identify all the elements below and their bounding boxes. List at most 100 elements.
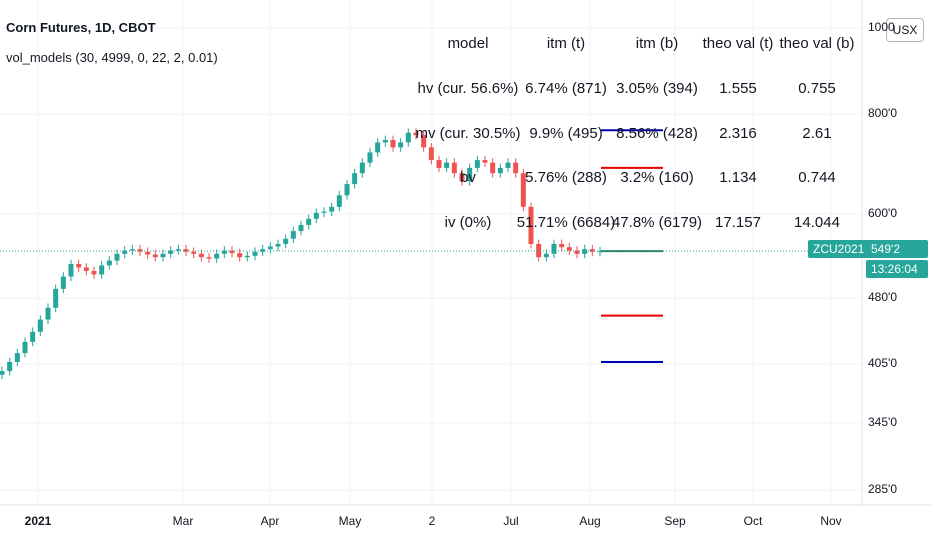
time-tick-label: Jul bbox=[503, 514, 519, 528]
table-header: itm (t) bbox=[546, 35, 586, 52]
candle-body bbox=[405, 132, 411, 143]
candle-body bbox=[37, 319, 43, 332]
candle-body bbox=[344, 184, 350, 196]
candle-body bbox=[421, 135, 427, 148]
price-tick-label: 600'0 bbox=[868, 206, 897, 220]
candle-body bbox=[474, 160, 480, 168]
candle-body bbox=[390, 139, 396, 148]
candle-body bbox=[367, 152, 373, 163]
candle-body bbox=[290, 231, 296, 239]
grid-lines bbox=[0, 0, 862, 505]
candle-body bbox=[53, 288, 59, 308]
table-cell: mv (cur. 30.5%) bbox=[415, 125, 521, 142]
candle-body bbox=[214, 253, 220, 259]
price-tick-label: 1000 bbox=[868, 20, 895, 34]
candle-body bbox=[14, 353, 20, 362]
candle-body bbox=[359, 162, 365, 174]
table-cell: 2.61 bbox=[802, 125, 832, 142]
candle-body bbox=[60, 276, 66, 289]
band-lines bbox=[601, 129, 663, 363]
indicator-title[interactable]: vol_models (30, 4999, 0, 22, 2, 0.01) bbox=[6, 50, 218, 65]
candle-body bbox=[168, 250, 174, 254]
table-cell: 47.8% (6179) bbox=[611, 214, 703, 231]
currency-button[interactable]: USX bbox=[886, 18, 924, 42]
candle-body bbox=[283, 238, 289, 244]
candle-body bbox=[7, 361, 13, 372]
candle-body bbox=[352, 173, 358, 185]
time-tick-label: Nov bbox=[820, 514, 842, 528]
table-cell: 9.9% (495) bbox=[529, 125, 603, 142]
candle-body bbox=[145, 251, 151, 255]
time-tick-label: 2 bbox=[428, 514, 436, 528]
table-header: theo val (b) bbox=[779, 35, 855, 52]
candle-body bbox=[175, 249, 181, 251]
candle-body bbox=[589, 249, 595, 252]
candle-body bbox=[451, 162, 457, 174]
time-tick-label: Apr bbox=[260, 514, 280, 528]
table-header: model bbox=[447, 35, 489, 52]
table-cell: 17.157 bbox=[715, 214, 761, 231]
table-header: itm (b) bbox=[635, 35, 679, 52]
symbol-title[interactable]: Corn Futures, 1D, CBOT bbox=[6, 20, 156, 35]
candle-body bbox=[436, 160, 442, 168]
candle-body bbox=[129, 249, 135, 251]
candle-body bbox=[152, 254, 158, 258]
candle-body bbox=[313, 212, 319, 219]
time-tick-label: May bbox=[338, 514, 362, 528]
price-tick-label: 405'0 bbox=[868, 356, 897, 370]
table-cell: 1.555 bbox=[719, 80, 757, 97]
candle-body bbox=[528, 206, 534, 244]
candle-body bbox=[160, 253, 166, 258]
table-cell: 2.316 bbox=[719, 125, 757, 142]
candle-body bbox=[45, 307, 51, 320]
candle-body bbox=[382, 139, 388, 143]
candle-body bbox=[91, 270, 97, 275]
table-cell: bv bbox=[460, 169, 476, 186]
candle-body bbox=[244, 255, 250, 258]
time-tick-label: Sep bbox=[664, 514, 686, 528]
candle-body bbox=[520, 173, 526, 207]
table-cell: 6.74% (871) bbox=[525, 80, 607, 97]
candle-body bbox=[482, 160, 488, 163]
candle-body bbox=[566, 247, 572, 251]
table-header: theo val (t) bbox=[702, 35, 774, 52]
candle-body bbox=[106, 260, 112, 266]
candle-body bbox=[505, 162, 511, 168]
candle-body bbox=[114, 253, 120, 261]
time-tick-label: 2021 bbox=[24, 514, 52, 528]
candle-body bbox=[597, 251, 603, 253]
time-tick-label: Mar bbox=[172, 514, 194, 528]
candle-body bbox=[497, 167, 503, 174]
candle-body bbox=[68, 263, 74, 277]
candle-body bbox=[30, 331, 36, 342]
candle-body bbox=[229, 250, 235, 254]
table-cell: 3.05% (394) bbox=[616, 80, 698, 97]
candle-body bbox=[490, 162, 496, 174]
candle-body bbox=[428, 147, 434, 161]
price-tick-label: 285'0 bbox=[868, 482, 897, 496]
countdown-label: 13:26:04 bbox=[866, 260, 928, 278]
candle-body bbox=[99, 265, 105, 275]
table-cell: 0.755 bbox=[798, 80, 836, 97]
price-tick-label: 345'0 bbox=[868, 415, 897, 429]
candle-body bbox=[551, 243, 557, 254]
candle-body bbox=[306, 218, 312, 225]
candle-body bbox=[298, 224, 304, 232]
candle-body bbox=[543, 253, 549, 258]
candle-body bbox=[329, 206, 335, 212]
table-cell: iv (0%) bbox=[444, 214, 492, 231]
candle-body bbox=[513, 162, 519, 174]
candle-body bbox=[260, 249, 266, 252]
candle-body bbox=[0, 371, 5, 375]
candle-body bbox=[83, 267, 89, 271]
candle-body bbox=[237, 253, 243, 258]
candle-body bbox=[137, 249, 143, 252]
candle-body bbox=[76, 263, 82, 268]
candle-body bbox=[267, 246, 273, 250]
candle-body bbox=[559, 243, 565, 248]
candle-body bbox=[122, 250, 128, 254]
table-cell: 51.71% (6684) bbox=[516, 214, 616, 231]
table-cell: 1.134 bbox=[719, 169, 757, 186]
table-cell: hv (cur. 56.6%) bbox=[417, 80, 519, 97]
